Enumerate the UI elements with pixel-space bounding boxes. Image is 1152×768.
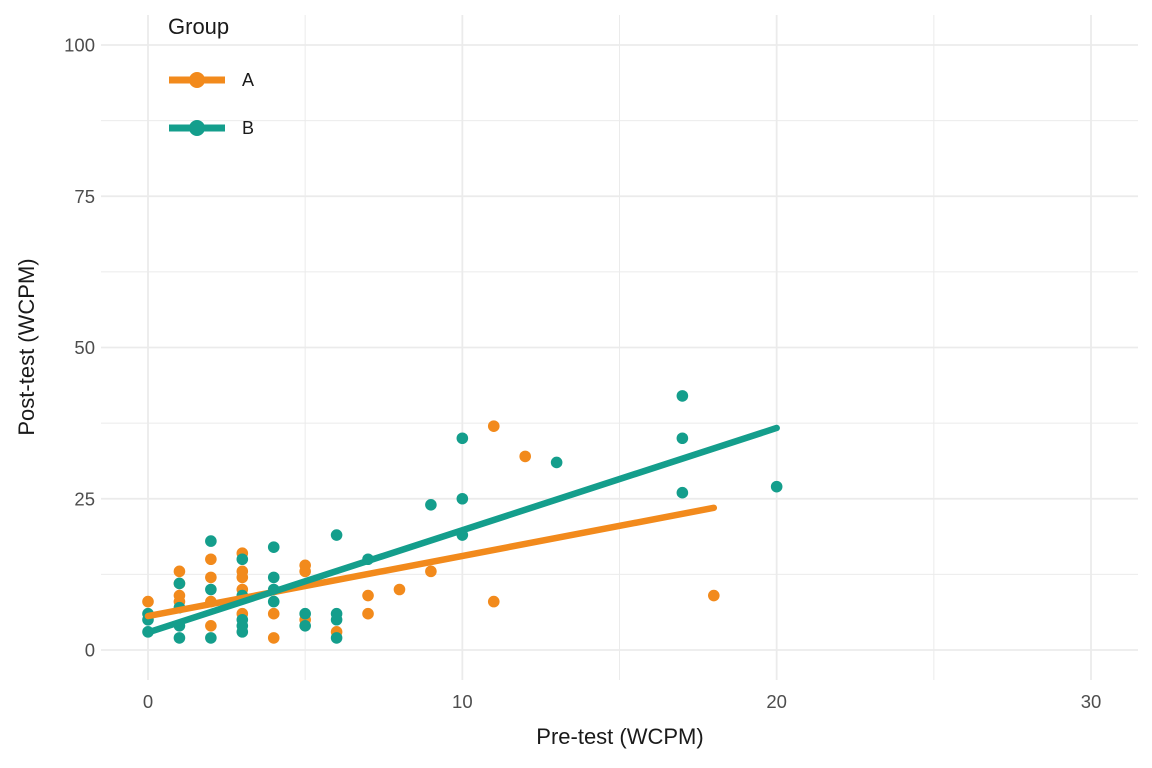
series-a-points [142,420,720,644]
data-point-b [676,486,689,499]
data-point-a [205,553,217,566]
data-point-b [173,632,186,644]
legend-key-b-icon [169,120,225,136]
data-point-b [267,571,280,584]
data-point-b [456,432,469,445]
data-point-b [456,492,469,505]
legend-label-a: A [242,69,255,90]
data-point-b [330,632,343,644]
data-point-b [550,456,563,469]
x-axis-title: Pre-test (WCPM) [536,724,704,749]
x-tick-label: 0 [143,691,153,712]
data-point-b [299,607,311,620]
y-tick-label: 75 [74,186,95,207]
x-tick-label: 10 [452,691,473,712]
data-point-a [142,595,154,608]
data-point-a [487,420,500,432]
data-point-b [267,541,280,553]
y-tick-label: 0 [85,640,95,661]
x-tick-label: 20 [766,691,787,712]
data-point-b [425,499,437,511]
data-point-b [236,626,249,638]
data-point-b [330,529,343,541]
data-point-a [267,607,280,620]
data-point-b [205,535,217,547]
data-point-a [393,583,406,596]
legend: Group A B [168,14,254,152]
data-point-a [236,571,249,584]
legend-entry-a: A [168,56,254,104]
data-point-b [173,577,186,590]
data-point-a [362,589,374,602]
data-point-b [676,390,689,402]
data-point-a [519,450,531,463]
y-tick-label: 50 [74,337,95,358]
data-point-b [676,432,689,445]
legend-entry-b: B [168,104,254,152]
data-point-b [330,613,343,626]
tick-labels: 0 25 50 75 100 0 10 20 30 [64,35,1101,713]
data-point-b [267,595,280,608]
legend-title: Group [168,14,230,39]
data-point-a [299,565,311,578]
data-point-b [770,480,783,493]
legend-key-a-icon [169,72,225,88]
series-b-points [142,390,783,644]
data-point-a [205,571,217,584]
data-point-a [487,595,500,608]
y-tick-label: 25 [74,488,95,509]
trend-line-b [144,424,780,636]
data-point-b [236,553,249,566]
legend-label-b: B [242,117,255,138]
data-point-a [205,620,217,632]
y-axis-title: Post-test (WCPM) [14,258,39,436]
data-point-a [708,589,720,602]
data-point-a [173,565,186,578]
data-point-b [205,583,217,596]
data-point-a [362,607,374,620]
data-point-a [425,565,437,578]
x-tick-label: 30 [1081,691,1102,712]
trend-line-a [144,504,718,620]
data-point-a [267,632,280,644]
gridlines [101,15,1138,680]
data-point-b [299,620,311,632]
y-tick-label: 100 [64,35,95,56]
data-point-b [205,632,217,644]
